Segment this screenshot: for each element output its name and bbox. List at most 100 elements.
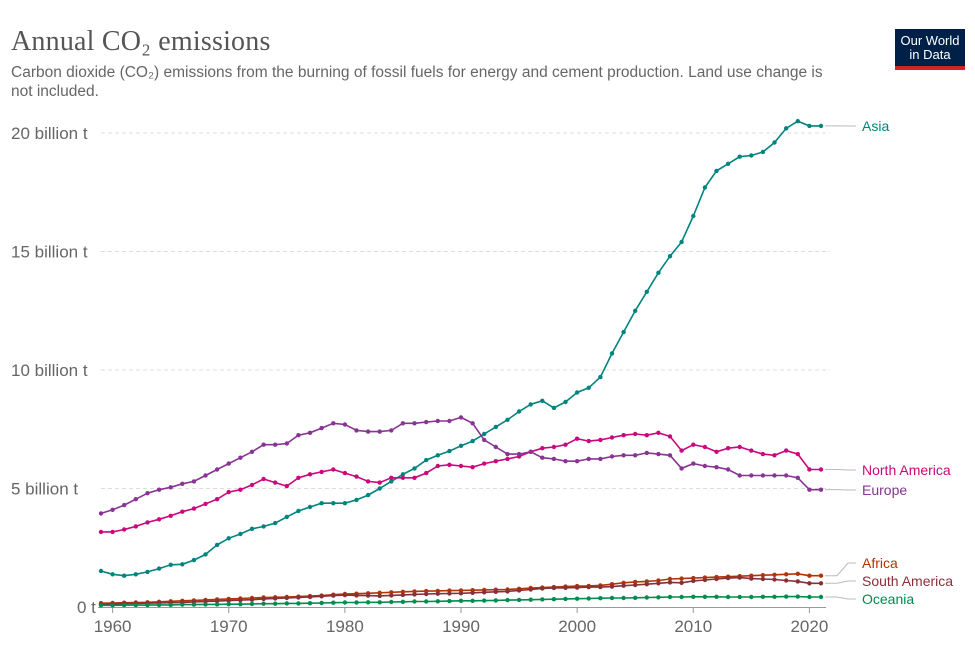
data-point-oceania[interactable]: [238, 602, 243, 607]
data-point-europe[interactable]: [261, 442, 266, 447]
data-point-asia[interactable]: [714, 168, 719, 174]
data-point-asia[interactable]: [284, 514, 289, 520]
data-point-south-america[interactable]: [342, 592, 348, 598]
data-point-asia[interactable]: [702, 185, 708, 190]
data-point-oceania[interactable]: [807, 594, 812, 600]
data-point-north-america[interactable]: [574, 436, 580, 441]
data-point-oceania[interactable]: [342, 600, 348, 605]
data-point-oceania[interactable]: [226, 602, 231, 607]
data-point-north-america[interactable]: [273, 480, 278, 485]
data-point-south-america[interactable]: [667, 580, 673, 585]
data-point-europe[interactable]: [586, 456, 591, 462]
data-point-asia[interactable]: [598, 374, 603, 380]
data-point-europe[interactable]: [702, 463, 708, 469]
data-point-africa[interactable]: [633, 579, 638, 585]
data-point-europe[interactable]: [284, 441, 289, 446]
series-label-north-america[interactable]: North America: [862, 462, 951, 478]
data-point-europe[interactable]: [749, 473, 754, 478]
data-point-asia[interactable]: [203, 552, 208, 557]
data-point-south-america[interactable]: [633, 582, 638, 588]
data-point-oceania[interactable]: [586, 596, 591, 601]
data-point-asia[interactable]: [609, 351, 615, 356]
data-point-asia[interactable]: [679, 239, 684, 245]
data-point-asia[interactable]: [412, 466, 417, 471]
data-point-south-america[interactable]: [389, 593, 394, 598]
data-point-oceania[interactable]: [377, 600, 382, 605]
data-point-south-america[interactable]: [412, 592, 417, 597]
data-point-africa[interactable]: [795, 571, 800, 576]
data-point-south-america[interactable]: [656, 581, 661, 586]
data-point-asia[interactable]: [633, 308, 638, 313]
data-point-south-america[interactable]: [470, 590, 475, 595]
data-point-north-america[interactable]: [540, 446, 545, 451]
data-point-africa[interactable]: [784, 572, 789, 577]
data-point-oceania[interactable]: [307, 601, 313, 606]
data-point-north-america[interactable]: [598, 437, 603, 443]
data-point-south-america[interactable]: [563, 585, 568, 590]
data-point-asia[interactable]: [656, 270, 661, 275]
data-point-north-america[interactable]: [737, 444, 742, 450]
data-point-europe[interactable]: [714, 465, 719, 470]
data-point-europe[interactable]: [737, 473, 742, 478]
data-point-asia[interactable]: [528, 402, 533, 407]
data-point-north-america[interactable]: [156, 517, 162, 522]
data-point-south-america[interactable]: [725, 575, 731, 581]
data-point-europe[interactable]: [784, 473, 789, 478]
data-point-south-america[interactable]: [238, 597, 243, 603]
data-point-oceania[interactable]: [435, 599, 440, 604]
series-label-europe[interactable]: Europe: [862, 482, 907, 498]
data-point-europe[interactable]: [482, 437, 487, 443]
data-point-oceania[interactable]: [551, 597, 557, 602]
data-point-north-america[interactable]: [214, 497, 220, 502]
data-point-north-america[interactable]: [505, 456, 510, 462]
data-point-north-america[interactable]: [656, 430, 661, 435]
data-point-south-america[interactable]: [354, 593, 359, 598]
data-point-north-america[interactable]: [772, 453, 777, 458]
data-point-europe[interactable]: [516, 451, 522, 457]
data-point-europe[interactable]: [98, 511, 104, 516]
data-point-north-america[interactable]: [702, 444, 708, 450]
data-point-oceania[interactable]: [156, 602, 162, 608]
data-point-europe[interactable]: [644, 450, 649, 456]
data-point-north-america[interactable]: [667, 434, 673, 439]
data-point-north-america[interactable]: [458, 463, 464, 469]
data-point-oceania[interactable]: [133, 602, 138, 608]
data-point-europe[interactable]: [447, 418, 452, 424]
data-point-asia[interactable]: [145, 569, 150, 575]
data-point-asia[interactable]: [156, 566, 162, 571]
data-point-north-america[interactable]: [110, 529, 115, 535]
data-point-north-america[interactable]: [691, 442, 696, 447]
data-point-south-america[interactable]: [679, 580, 684, 585]
data-point-oceania[interactable]: [691, 594, 696, 599]
data-point-south-america[interactable]: [621, 583, 626, 588]
data-point-north-america[interactable]: [342, 470, 348, 476]
data-point-europe[interactable]: [191, 479, 197, 484]
data-point-north-america[interactable]: [784, 448, 789, 453]
data-point-africa[interactable]: [377, 590, 382, 595]
data-point-south-america[interactable]: [598, 584, 603, 590]
data-point-asia[interactable]: [168, 562, 173, 567]
data-point-europe[interactable]: [307, 430, 313, 435]
data-point-south-america[interactable]: [273, 596, 278, 601]
data-point-oceania[interactable]: [725, 594, 731, 600]
data-point-north-america[interactable]: [331, 467, 336, 472]
data-point-asia[interactable]: [319, 501, 324, 506]
data-point-asia[interactable]: [110, 572, 115, 577]
data-point-oceania[interactable]: [447, 598, 452, 604]
data-point-oceania[interactable]: [540, 597, 545, 602]
data-point-asia[interactable]: [273, 520, 278, 526]
data-point-asia[interactable]: [435, 453, 440, 458]
data-point-asia[interactable]: [516, 409, 522, 414]
data-point-asia[interactable]: [540, 398, 545, 403]
data-point-europe[interactable]: [505, 451, 510, 457]
data-point-oceania[interactable]: [319, 600, 324, 606]
data-point-asia[interactable]: [377, 486, 382, 491]
data-point-south-america[interactable]: [377, 593, 382, 599]
data-point-asia[interactable]: [180, 562, 185, 567]
series-asia[interactable]: [98, 119, 824, 578]
data-point-asia[interactable]: [296, 508, 301, 514]
data-point-north-america[interactable]: [749, 448, 754, 453]
series-europe[interactable]: [98, 415, 824, 516]
data-point-asia[interactable]: [133, 572, 138, 577]
data-point-oceania[interactable]: [493, 598, 498, 603]
